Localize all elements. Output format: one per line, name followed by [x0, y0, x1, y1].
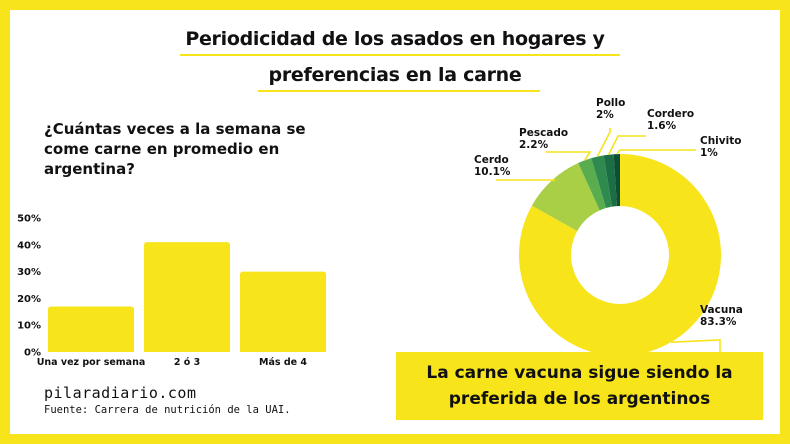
slice-value-label: 2.2% [519, 139, 549, 151]
slice-value-label: 1.6% [647, 120, 677, 132]
slice-value-label: 10.1% [474, 166, 511, 178]
donut-slice [603, 154, 617, 207]
title-line-2: preferencias en la carne [268, 64, 522, 86]
donut-slice [531, 163, 600, 232]
donut-slice [578, 158, 607, 211]
donut-slice [613, 154, 620, 207]
leader-line [616, 149, 696, 155]
donut-slice [591, 155, 613, 209]
callout-box: La carne vacuna sigue siendo la preferid… [396, 352, 763, 420]
infographic-card: Periodicidad de los asados en hogares y … [10, 10, 780, 434]
callout-line-1: La carne vacuna sigue siendo la [426, 363, 733, 383]
y-tick-label: 10% [17, 321, 41, 332]
x-tick-label: 2 ó 3 [174, 357, 200, 368]
bar [48, 306, 134, 352]
x-tick-label: Una vez por semana [37, 357, 146, 368]
slice-value-label: 83.3% [700, 316, 737, 328]
y-tick-label: 30% [17, 267, 41, 278]
slice-label: Vacuna [700, 304, 743, 316]
bar-chart: 0% 10% 20% 30% 40% 50% Una vez por semana 2 ó 3… [17, 214, 326, 368]
site-name: pilaradiario.com [44, 384, 197, 402]
y-tick-label: 0% [24, 348, 41, 359]
source-note: Fuente: Carrera de nutrición de la UAI. [44, 404, 291, 416]
slice-label: Pescado [519, 127, 568, 139]
slice-value-label: 1% [700, 147, 718, 159]
callout-line-2: preferida de los argentinos [448, 389, 711, 409]
leader-line [671, 339, 721, 355]
donut-slice [519, 154, 721, 356]
bar [144, 242, 230, 352]
leader-line [596, 128, 611, 157]
leader-line [607, 135, 646, 156]
leader-line [496, 179, 556, 182]
slice-value-label: 2% [596, 109, 614, 121]
x-tick-label: Más de 4 [259, 357, 307, 368]
leader-line [546, 151, 592, 161]
slice-label: Cordero [647, 108, 694, 120]
y-tick-label: 40% [17, 240, 41, 251]
y-tick-label: 20% [17, 294, 41, 305]
y-tick-label: 50% [17, 214, 41, 225]
title-line-1: Periodicidad de los asados en hogares y [185, 28, 605, 50]
slice-label: Chivito [700, 135, 741, 147]
slice-label: Pollo [596, 97, 625, 109]
bar [240, 271, 326, 352]
bar-chart-question: ¿Cuántas veces a la semana se come carne… [44, 120, 306, 178]
title-underline-1 [180, 54, 620, 56]
title-underline-2 [258, 90, 540, 92]
slice-label: Cerdo [474, 154, 509, 166]
